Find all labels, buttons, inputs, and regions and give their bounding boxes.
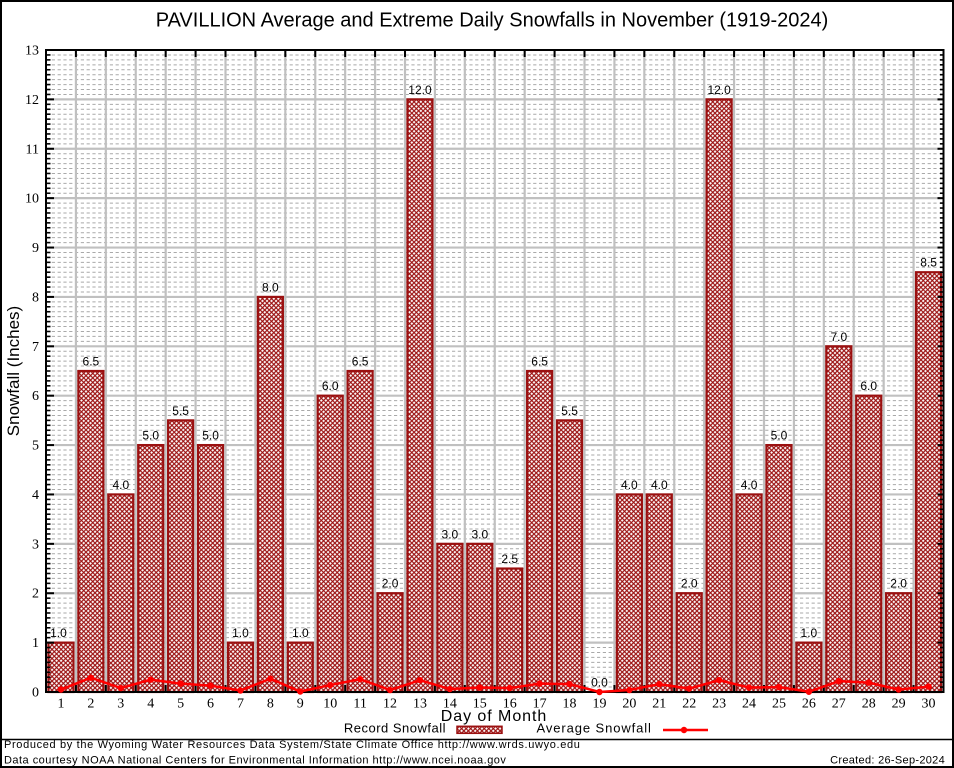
svg-text:2: 2 [87, 697, 94, 712]
svg-text:4.0: 4.0 [621, 478, 638, 492]
svg-text:5.5: 5.5 [172, 404, 189, 418]
svg-text:5: 5 [32, 439, 39, 454]
svg-text:30: 30 [922, 697, 936, 712]
svg-text:4.0: 4.0 [112, 478, 129, 492]
svg-text:6: 6 [32, 389, 39, 404]
svg-text:Record Snowfall: Record Snowfall [344, 721, 446, 736]
svg-text:7: 7 [237, 697, 244, 712]
svg-text:Produced by the Wyoming Water: Produced by the Wyoming Water Resources … [4, 739, 581, 751]
svg-text:18: 18 [563, 697, 577, 712]
svg-text:6.5: 6.5 [352, 355, 369, 369]
svg-text:1.0: 1.0 [232, 626, 249, 640]
svg-text:16: 16 [503, 697, 517, 712]
svg-text:2.0: 2.0 [382, 577, 399, 591]
svg-text:12: 12 [25, 93, 39, 108]
svg-text:1.0: 1.0 [292, 626, 309, 640]
svg-text:23: 23 [712, 697, 726, 712]
svg-text:24: 24 [742, 697, 756, 712]
svg-text:2.5: 2.5 [501, 552, 518, 566]
svg-text:3: 3 [117, 697, 124, 712]
svg-text:8: 8 [267, 697, 274, 712]
svg-text:19: 19 [592, 697, 606, 712]
svg-text:5: 5 [177, 697, 184, 712]
svg-text:22: 22 [682, 697, 696, 712]
svg-text:8: 8 [32, 290, 39, 305]
svg-text:1.0: 1.0 [50, 626, 67, 640]
svg-text:13: 13 [413, 697, 427, 712]
svg-text:0.0: 0.0 [591, 676, 608, 690]
svg-text:7: 7 [32, 340, 39, 355]
svg-text:7.0: 7.0 [830, 330, 847, 344]
svg-text:6.5: 6.5 [531, 355, 548, 369]
svg-text:6.0: 6.0 [860, 379, 877, 393]
svg-text:12: 12 [383, 697, 397, 712]
svg-text:Snowfall (Inches): Snowfall (Inches) [4, 306, 23, 436]
svg-text:2: 2 [32, 587, 39, 602]
svg-text:5.0: 5.0 [771, 429, 788, 443]
svg-text:11: 11 [26, 142, 39, 157]
svg-text:6: 6 [207, 697, 214, 712]
svg-text:9: 9 [297, 697, 304, 712]
svg-text:26: 26 [802, 697, 816, 712]
svg-text:PAVILLION Average and Extreme: PAVILLION Average and Extreme Daily Snow… [156, 10, 829, 32]
svg-text:3.0: 3.0 [471, 527, 488, 541]
svg-text:4: 4 [147, 697, 154, 712]
svg-text:10: 10 [25, 192, 39, 207]
svg-text:Created: 26-Sep-2024: Created: 26-Sep-2024 [830, 755, 945, 767]
svg-text:Data courtesy NOAA National Ce: Data courtesy NOAA National Centers for … [4, 755, 506, 767]
svg-text:3: 3 [32, 537, 39, 552]
svg-text:11: 11 [353, 697, 366, 712]
svg-text:8.5: 8.5 [920, 256, 937, 270]
svg-text:4.0: 4.0 [741, 478, 758, 492]
svg-text:29: 29 [892, 697, 906, 712]
svg-text:Day of Month: Day of Month [441, 708, 548, 725]
svg-text:2.0: 2.0 [681, 577, 698, 591]
svg-text:27: 27 [832, 697, 846, 712]
svg-text:21: 21 [652, 697, 666, 712]
svg-text:1.0: 1.0 [801, 626, 818, 640]
svg-text:4.0: 4.0 [651, 478, 668, 492]
svg-text:28: 28 [862, 697, 876, 712]
svg-text:5.5: 5.5 [561, 404, 578, 418]
svg-text:8.0: 8.0 [262, 280, 279, 294]
svg-text:6.5: 6.5 [83, 355, 100, 369]
svg-text:17: 17 [533, 697, 547, 712]
svg-text:1: 1 [57, 697, 64, 712]
svg-text:1: 1 [32, 636, 39, 651]
svg-text:4: 4 [32, 488, 39, 503]
svg-text:13: 13 [25, 44, 39, 59]
svg-text:2.0: 2.0 [890, 577, 907, 591]
svg-text:15: 15 [473, 697, 487, 712]
svg-text:20: 20 [622, 697, 636, 712]
svg-text:0: 0 [32, 686, 39, 701]
svg-text:5.0: 5.0 [142, 429, 159, 443]
svg-text:Average Snowfall: Average Snowfall [537, 721, 652, 736]
svg-text:10: 10 [323, 697, 337, 712]
svg-text:12.0: 12.0 [408, 83, 432, 97]
svg-text:6.0: 6.0 [322, 379, 339, 393]
svg-text:14: 14 [443, 697, 457, 712]
svg-text:3.0: 3.0 [442, 527, 459, 541]
svg-text:5.0: 5.0 [202, 429, 219, 443]
svg-text:25: 25 [772, 697, 786, 712]
svg-text:9: 9 [32, 241, 39, 256]
svg-text:12.0: 12.0 [707, 83, 731, 97]
